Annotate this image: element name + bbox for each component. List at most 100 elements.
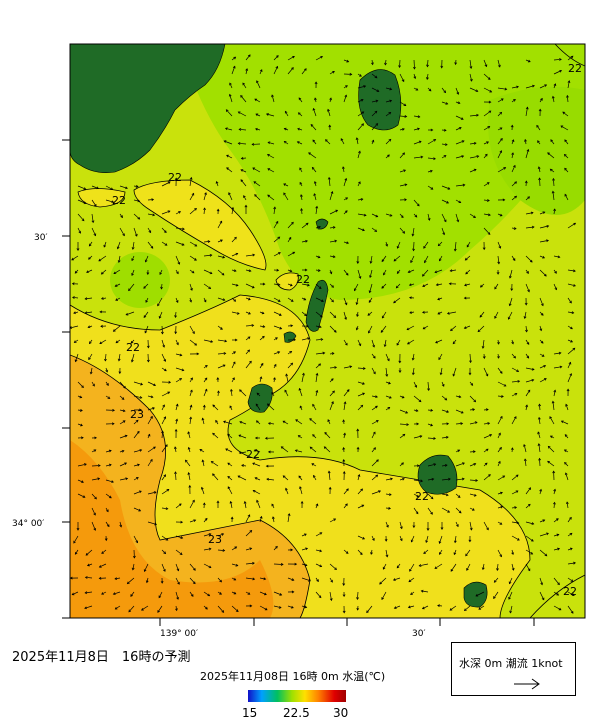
current-arrow — [273, 351, 280, 355]
current-arrow — [464, 605, 471, 611]
current-arrow-head — [247, 54, 251, 58]
current-arrow-head — [424, 260, 427, 264]
current-arrow — [287, 67, 294, 75]
current-arrow — [115, 605, 121, 610]
current-arrow — [413, 141, 422, 145]
current-arrow-head — [373, 371, 376, 375]
current-arrow — [539, 458, 541, 467]
current-arrow-head — [540, 303, 544, 307]
current-arrow — [343, 433, 346, 439]
current-arrow — [539, 325, 542, 331]
current-arrow-head — [70, 326, 73, 329]
current-arrow — [119, 462, 127, 467]
current-arrow-head — [96, 186, 100, 190]
current-arrow-head — [259, 376, 263, 380]
current-arrow-head — [275, 220, 279, 224]
current-arrow — [408, 605, 415, 608]
current-arrow — [393, 577, 401, 581]
current-arrow — [175, 211, 181, 215]
current-arrow — [483, 59, 487, 67]
current-arrow — [161, 549, 166, 554]
current-arrow-head — [221, 533, 225, 536]
current-arrow — [315, 325, 322, 328]
current-arrow-head — [316, 579, 319, 583]
current-arrow-head — [194, 342, 198, 346]
current-arrow — [427, 478, 434, 481]
current-arrow-head — [252, 577, 256, 581]
current-arrow-head — [227, 462, 231, 466]
current-arrow — [254, 449, 261, 453]
current-arrow — [539, 311, 544, 316]
current-arrow-head — [160, 286, 163, 290]
current-arrow — [283, 183, 289, 187]
current-arrow-head — [454, 62, 458, 66]
current-arrow-head — [238, 127, 242, 131]
current-arrow — [539, 365, 546, 369]
current-arrow — [217, 605, 224, 613]
current-arrow-head — [477, 329, 481, 333]
current-arrow — [385, 241, 388, 247]
current-arrow — [245, 514, 251, 523]
current-arrow — [245, 562, 255, 565]
current-arrow-head — [446, 410, 450, 413]
current-arrow — [441, 227, 445, 235]
current-arrow-head — [207, 593, 211, 597]
current-arrow-head — [423, 245, 426, 249]
current-arrow — [105, 493, 112, 499]
current-arrow-head — [93, 233, 97, 237]
current-arrow — [343, 311, 347, 320]
current-arrow-head — [240, 169, 244, 172]
current-arrow — [175, 549, 183, 555]
current-arrow-head — [358, 343, 362, 347]
current-arrow-head — [256, 499, 259, 503]
current-arrow — [324, 446, 331, 453]
current-arrow — [147, 395, 153, 398]
current-arrow — [256, 500, 261, 509]
current-arrow-head — [233, 591, 237, 595]
current-arrow-head — [532, 84, 535, 88]
current-arrow-head — [84, 576, 88, 579]
current-arrow-head — [361, 504, 365, 508]
current-arrow-head — [344, 302, 348, 306]
current-arrow — [509, 269, 513, 279]
current-arrow — [399, 227, 405, 234]
current-arrow-head — [511, 152, 515, 156]
current-arrow — [553, 591, 559, 596]
warm-zone-north — [134, 180, 266, 270]
current-arrow — [161, 325, 163, 334]
current-arrow-head — [404, 183, 408, 187]
current-arrow — [101, 549, 107, 554]
current-arrow — [483, 73, 491, 80]
current-arrow-head — [138, 490, 142, 494]
current-arrow-head — [305, 222, 309, 226]
current-arrow-head — [513, 164, 516, 168]
current-arrow-head — [572, 347, 576, 351]
current-arrow-head — [573, 283, 576, 287]
current-arrow — [143, 311, 149, 318]
current-arrow-head — [327, 176, 331, 180]
current-arrow-head — [403, 169, 407, 173]
current-arrow-head — [536, 124, 539, 128]
current-arrow — [553, 178, 555, 187]
current-arrow-head — [508, 581, 512, 585]
current-arrow — [357, 549, 363, 555]
current-arrow — [85, 576, 93, 579]
current-arrow — [217, 269, 225, 276]
current-arrow-head — [547, 445, 551, 449]
current-arrow — [91, 213, 94, 223]
current-arrow — [525, 367, 535, 370]
current-arrow-head — [508, 275, 512, 279]
current-arrow — [371, 535, 375, 541]
current-arrow-head — [342, 594, 346, 598]
current-arrow — [147, 381, 156, 386]
current-arrow-head — [384, 539, 388, 542]
current-arrow-head — [547, 152, 550, 156]
current-arrow — [189, 177, 192, 187]
current-arrow-head — [356, 446, 360, 450]
current-arrow-head — [208, 532, 212, 536]
current-arrow-head — [485, 373, 489, 377]
current-arrow-head — [433, 157, 436, 161]
current-arrow — [161, 181, 171, 187]
current-arrow-head — [416, 203, 420, 207]
current-arrow — [189, 269, 195, 274]
